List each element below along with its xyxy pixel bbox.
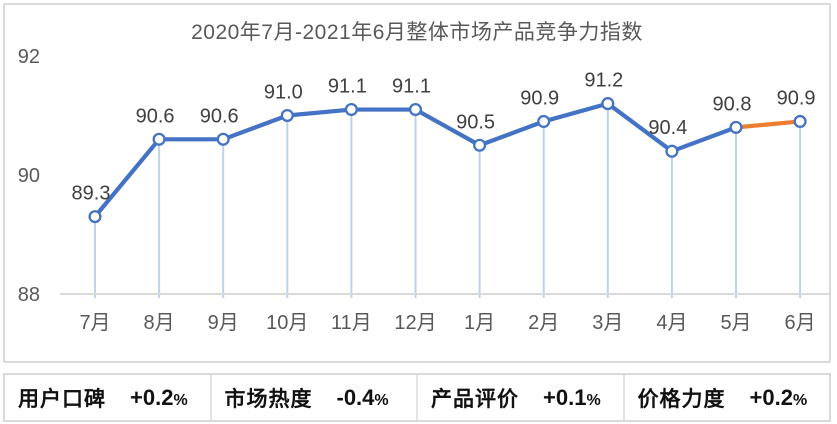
stat-label: 市场热度 [224,387,313,411]
data-point-label: 90.9 [777,87,816,109]
percent-sign: % [586,391,601,409]
data-point-marker [216,132,230,146]
data-point-label: 90.9 [520,87,559,109]
data-point-label: 90.5 [456,111,495,133]
y-tick-label: 90 [18,165,40,187]
data-point-marker [152,132,166,146]
chart-title: 2020年7月-2021年6月整体市场产品竞争力指数 [191,21,643,44]
x-tick-label: 3月 [592,312,623,334]
data-point-marker [601,97,615,111]
competitiveness-index-chart-card: 89.3 90.6 90.6 91.0 91.1 91.1 90.5 90.9 91.2 90.4… [3,3,831,363]
data-point-marker [793,114,807,128]
line-chart-plot: 89.3 90.6 90.6 91.0 91.1 91.1 90.5 90.9 91.2 90.4… [18,46,829,334]
data-point-label: 89.3 [72,183,111,205]
data-point-marker [408,103,423,117]
data-point-label: 90.4 [648,117,687,139]
y-tick-label: 92 [18,46,40,68]
stat-value: -0.4% [336,384,389,410]
data-point-label: 91.0 [264,82,303,104]
data-point-label: 91.2 [584,70,623,92]
data-point-marker [344,103,358,117]
data-point-marker [537,114,551,128]
x-tick-label: 9月 [208,312,239,334]
data-point-marker [280,108,294,123]
data-point-marker [729,120,743,134]
stat-value: +0.2% [749,384,808,410]
x-tick-label: 2月 [528,312,559,334]
x-tick-label: 12月 [394,312,436,334]
stat-cell-product-rating: 产品评价 +0.1% [418,375,625,420]
data-point-marker [473,138,487,152]
y-tick-label: 88 [18,284,40,306]
x-tick-label: 6月 [785,312,816,334]
stat-value: +0.2% [130,384,188,410]
percent-sign: % [792,391,808,409]
stats-bar: 用户口碑 +0.2% 市场热度 -0.4% 产品评价 +0.1% 价格力度 +0… [3,373,831,422]
stat-label: 价格力度 [637,387,726,411]
x-tick-label: 10月 [266,312,308,334]
stat-value: +0.1% [543,384,601,410]
data-point-label: 90.6 [136,105,175,127]
stat-cell-user-reputation: 用户口碑 +0.2% [5,375,212,420]
percent-sign: % [374,391,389,409]
data-point-marker [88,210,102,224]
data-point-label: 91.1 [392,76,431,98]
stat-cell-market-heat: 市场热度 -0.4% [212,375,418,420]
x-tick-label: 7月 [79,312,110,334]
x-tick-label: 11月 [331,312,372,334]
data-point-label: 90.6 [200,105,239,127]
percent-sign: % [173,391,188,409]
x-tick-label: 8月 [144,312,175,334]
stat-cell-price-strength: 价格力度 +0.2% [625,375,830,420]
x-tick-label: 4月 [656,312,687,334]
data-point-marker [665,144,679,158]
x-tick-label: 1月 [464,312,495,334]
stat-label: 产品评价 [431,387,519,411]
highlight-segment [733,119,803,130]
x-tick-label: 5月 [720,312,751,334]
data-point-label: 91.1 [328,76,367,98]
data-point-label: 90.8 [713,93,752,115]
stat-label: 用户口碑 [18,387,106,411]
